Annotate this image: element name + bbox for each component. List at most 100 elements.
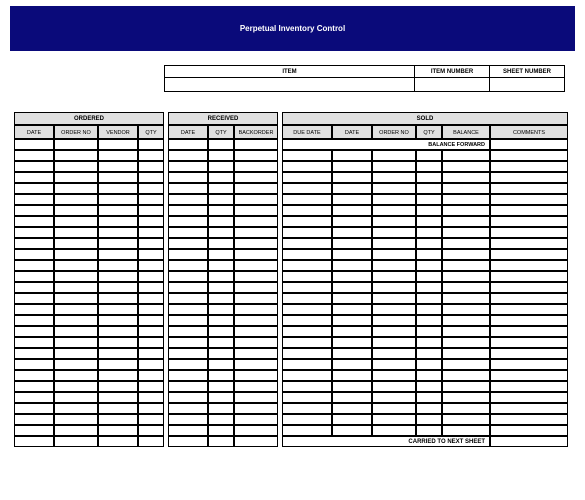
- table-cell: [208, 205, 234, 216]
- table-cell: [372, 337, 416, 348]
- table-cell: [168, 337, 208, 348]
- table-cell: [442, 370, 490, 381]
- table-cell: [208, 227, 234, 238]
- table-cell: [138, 249, 164, 260]
- table-row: [282, 337, 568, 348]
- ordered-col-vendor: VENDOR: [98, 125, 138, 139]
- table-cell: [282, 425, 332, 436]
- table-cell: [14, 183, 54, 194]
- table-cell: [282, 293, 332, 304]
- table-cell: [282, 282, 332, 293]
- table-row: [168, 238, 278, 249]
- table-row: [14, 216, 164, 227]
- table-cell: [282, 150, 332, 161]
- table-cell: [282, 260, 332, 271]
- table-cell: [138, 359, 164, 370]
- table-row: [282, 381, 568, 392]
- table-cell: [442, 425, 490, 436]
- table-cell: [442, 249, 490, 260]
- table-cell: [54, 216, 98, 227]
- table-cell: [54, 381, 98, 392]
- table-cell: [234, 359, 278, 370]
- table-cell: [138, 216, 164, 227]
- table-cell: [442, 161, 490, 172]
- table-cell: [54, 260, 98, 271]
- title-banner: Perpetual Inventory Control: [10, 6, 575, 51]
- table-cell: [490, 150, 568, 161]
- table-cell: [282, 392, 332, 403]
- table-row: CARRIED TO NEXT SHEET: [282, 436, 568, 447]
- table-cell: [234, 436, 278, 447]
- table-cell: [208, 304, 234, 315]
- table-cell: [168, 403, 208, 414]
- table-cell: [168, 271, 208, 282]
- table-cell: [282, 161, 332, 172]
- table-cell: [14, 315, 54, 326]
- table-row: [14, 337, 164, 348]
- table-row: [282, 161, 568, 172]
- table-cell: [234, 249, 278, 260]
- sold-col-balance: BALANCE: [442, 125, 490, 139]
- table-cell: [54, 249, 98, 260]
- table-cell: [208, 315, 234, 326]
- table-cell: [490, 227, 568, 238]
- received-section: RECEIVED DATE QTY BACKORDER: [168, 112, 278, 447]
- sold-col-comments: COMMENTS: [490, 125, 568, 139]
- sold-col-orderno: ORDER NO: [372, 125, 416, 139]
- table-cell: [54, 150, 98, 161]
- table-cell: [138, 425, 164, 436]
- table-cell: [332, 359, 372, 370]
- table-row: [168, 414, 278, 425]
- table-cell: [490, 183, 568, 194]
- table-cell: [168, 359, 208, 370]
- title-text: Perpetual Inventory Control: [240, 24, 345, 33]
- table-row: [14, 436, 164, 447]
- table-cell: [416, 381, 442, 392]
- table-cell: [442, 414, 490, 425]
- table-row: [282, 414, 568, 425]
- table-cell: [372, 249, 416, 260]
- table-cell: [490, 359, 568, 370]
- table-row: [282, 249, 568, 260]
- table-cell: [416, 282, 442, 293]
- table-cell: [234, 326, 278, 337]
- table-cell: [54, 403, 98, 414]
- table-cell: [416, 161, 442, 172]
- table-cell: [168, 282, 208, 293]
- table-cell: [138, 150, 164, 161]
- table-cell: [208, 359, 234, 370]
- table-cell: [416, 205, 442, 216]
- table-cell: [490, 293, 568, 304]
- table-cell: [98, 205, 138, 216]
- table-row: [168, 348, 278, 359]
- table-cell: [208, 194, 234, 205]
- table-cell: [372, 150, 416, 161]
- table-row: [168, 194, 278, 205]
- table-cell: [416, 392, 442, 403]
- table-cell: [208, 337, 234, 348]
- table-cell: [416, 425, 442, 436]
- table-cell: [14, 227, 54, 238]
- table-cell: [138, 348, 164, 359]
- received-title: RECEIVED: [168, 112, 278, 125]
- table-cell: [442, 337, 490, 348]
- table-cell: [98, 161, 138, 172]
- table-cell: [98, 183, 138, 194]
- table-cell: [234, 172, 278, 183]
- table-cell: [138, 304, 164, 315]
- table-cell: [54, 172, 98, 183]
- table-cell: [490, 216, 568, 227]
- table-cell: [14, 161, 54, 172]
- table-row: [14, 161, 164, 172]
- table-cell: [54, 161, 98, 172]
- table-cell: [234, 403, 278, 414]
- table-cell: [208, 370, 234, 381]
- table-row: [282, 304, 568, 315]
- table-cell: [54, 238, 98, 249]
- table-cell: [14, 293, 54, 304]
- table-cell: [372, 381, 416, 392]
- table-row: [282, 315, 568, 326]
- table-cell: [98, 315, 138, 326]
- ordered-col-orderno: ORDER NO: [54, 125, 98, 139]
- table-cell: [442, 271, 490, 282]
